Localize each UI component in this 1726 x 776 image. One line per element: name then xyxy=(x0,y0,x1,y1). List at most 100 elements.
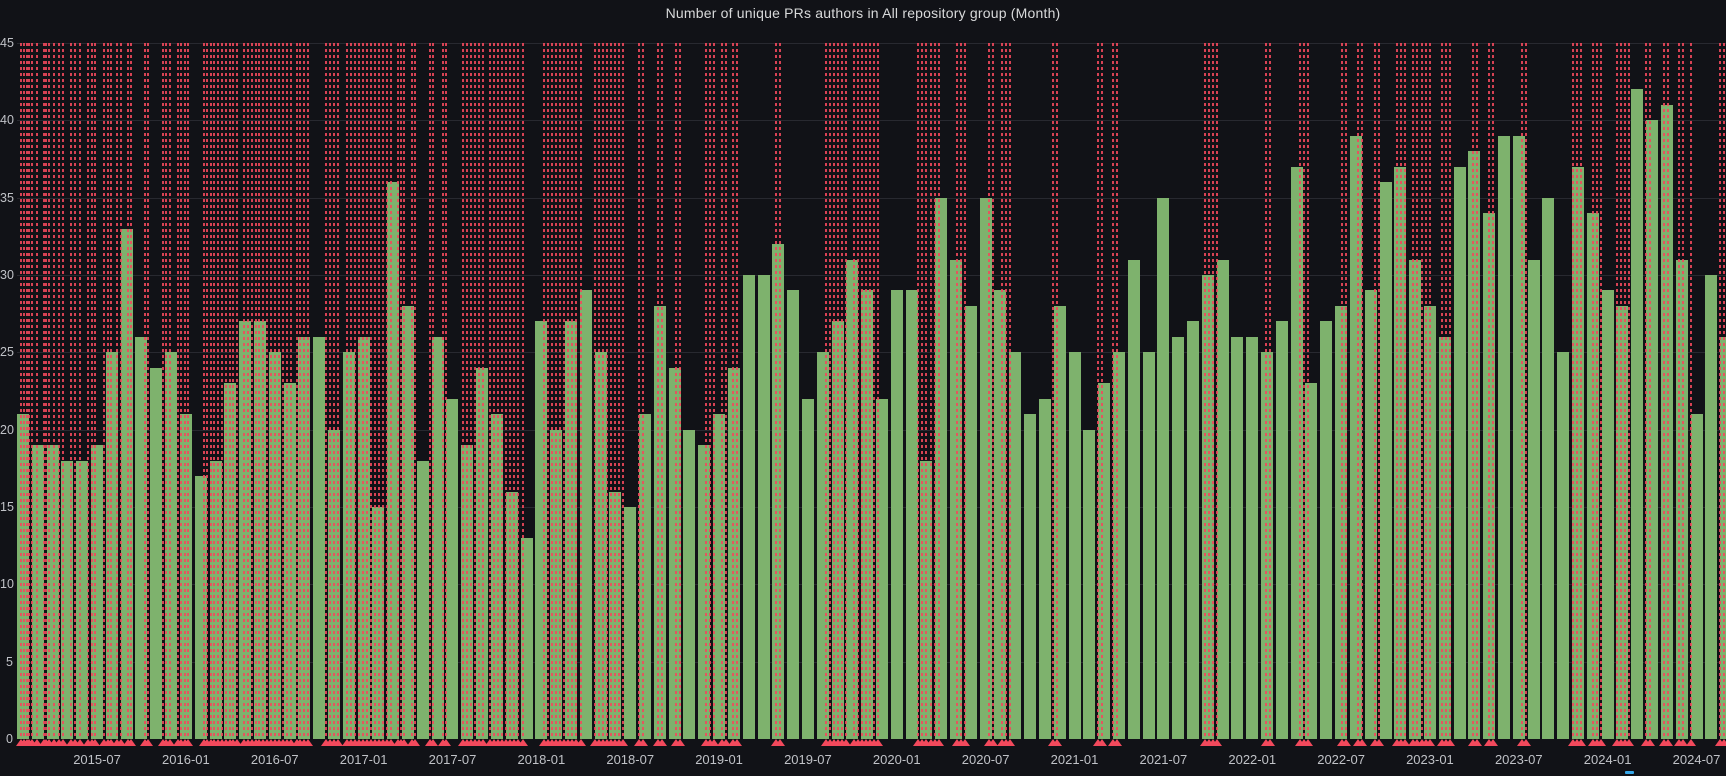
annotation-line-180[interactable] xyxy=(1374,43,1376,739)
annotation-line-39[interactable] xyxy=(221,43,223,739)
bar-2020-01[interactable] xyxy=(890,290,903,739)
bar-2024-01[interactable] xyxy=(1601,290,1614,739)
annotation-line-154[interactable] xyxy=(960,43,962,739)
annotation-triangle-157[interactable] xyxy=(988,739,998,746)
bar-2021-06[interactable] xyxy=(1142,352,1155,739)
annotation-line-12[interactable] xyxy=(70,43,72,739)
annotation-line-140[interactable] xyxy=(853,43,855,739)
annotation-line-93[interactable] xyxy=(493,43,495,739)
annotation-line-216[interactable] xyxy=(1719,43,1721,739)
bar-2023-03[interactable] xyxy=(1453,167,1466,739)
bar-2019-06[interactable] xyxy=(787,290,800,739)
annotation-line-111[interactable] xyxy=(594,43,596,739)
annotation-line-178[interactable] xyxy=(1357,43,1359,739)
annotation-line-16[interactable] xyxy=(91,43,93,739)
annotation-line-57[interactable] xyxy=(296,43,298,739)
annotation-triangle-43[interactable] xyxy=(232,739,242,746)
annotation-line-4[interactable] xyxy=(31,43,33,739)
annotation-line-197[interactable] xyxy=(1521,43,1523,739)
bar-2022-01[interactable] xyxy=(1246,337,1259,739)
annotation-line-172[interactable] xyxy=(1269,43,1271,739)
annotation-line-167[interactable] xyxy=(1204,43,1206,739)
bar-2021-09[interactable] xyxy=(1186,321,1199,739)
annotation-line-132[interactable] xyxy=(775,43,777,739)
annotation-line-21[interactable] xyxy=(116,43,118,739)
bar-2021-11[interactable] xyxy=(1216,260,1229,739)
annotation-line-136[interactable] xyxy=(833,43,835,739)
annotation-line-204[interactable] xyxy=(1600,43,1602,739)
annotation-line-18[interactable] xyxy=(103,43,105,739)
annotation-line-194[interactable] xyxy=(1476,43,1478,739)
annotation-line-192[interactable] xyxy=(1449,43,1451,739)
annotation-line-37[interactable] xyxy=(213,43,215,739)
bar-2017-07[interactable] xyxy=(446,399,459,739)
annotation-triangle-122[interactable] xyxy=(657,739,667,746)
annotation-line-35[interactable] xyxy=(206,43,208,739)
annotation-line-55[interactable] xyxy=(286,43,288,739)
annotation-triangle-172[interactable] xyxy=(1265,739,1275,746)
bar-2018-04[interactable] xyxy=(579,290,592,739)
annotation-line-147[interactable] xyxy=(917,43,919,739)
annotation-line-67[interactable] xyxy=(354,43,356,739)
annotation-line-0[interactable] xyxy=(20,43,22,739)
annotation-triangle-184[interactable] xyxy=(1400,739,1410,746)
annotation-line-102[interactable] xyxy=(547,43,549,739)
annotation-line-100[interactable] xyxy=(522,43,524,739)
annotation-line-66[interactable] xyxy=(350,43,352,739)
annotation-line-25[interactable] xyxy=(144,43,146,739)
annotation-line-26[interactable] xyxy=(147,43,149,739)
annotation-line-205[interactable] xyxy=(1616,43,1618,739)
annotation-line-195[interactable] xyxy=(1488,43,1490,739)
annotation-line-214[interactable] xyxy=(1682,43,1684,739)
annotation-line-118[interactable] xyxy=(622,43,624,739)
annotation-line-166[interactable] xyxy=(1116,43,1118,739)
annotation-line-119[interactable] xyxy=(638,43,640,739)
annotation-line-5[interactable] xyxy=(36,43,38,739)
annotation-triangle-192[interactable] xyxy=(1445,739,1455,746)
annotation-line-56[interactable] xyxy=(290,43,292,739)
annotation-line-11[interactable] xyxy=(62,43,64,739)
bar-2018-09[interactable] xyxy=(653,306,666,739)
annotation-line-148[interactable] xyxy=(921,43,923,739)
annotation-line-23[interactable] xyxy=(127,43,129,739)
annotation-line-68[interactable] xyxy=(358,43,360,739)
annotation-line-168[interactable] xyxy=(1208,43,1210,739)
annotation-line-54[interactable] xyxy=(282,43,284,739)
bar-2018-12[interactable] xyxy=(698,445,711,739)
panel-title[interactable]: Number of unique PRs authors in All repo… xyxy=(665,5,1061,21)
annotation-line-200[interactable] xyxy=(1576,43,1578,739)
annotation-line-114[interactable] xyxy=(606,43,608,739)
annotation-line-133[interactable] xyxy=(779,43,781,739)
annotation-line-64[interactable] xyxy=(337,43,339,739)
annotation-line-87[interactable] xyxy=(466,43,468,739)
annotation-line-24[interactable] xyxy=(130,43,132,739)
annotation-triangle-20[interactable] xyxy=(106,739,116,746)
annotation-triangle-127[interactable] xyxy=(709,739,719,746)
bar-2023-09[interactable] xyxy=(1542,198,1555,739)
annotation-triangle-24[interactable] xyxy=(126,739,136,746)
annotation-line-38[interactable] xyxy=(217,43,219,739)
annotation-triangle-189[interactable] xyxy=(1425,739,1435,746)
annotation-line-149[interactable] xyxy=(925,43,927,739)
bar-2017-11[interactable] xyxy=(505,492,518,739)
bar-2023-06[interactable] xyxy=(1498,136,1510,739)
annotation-line-60[interactable] xyxy=(307,43,309,739)
annotation-line-2[interactable] xyxy=(26,43,28,739)
bar-2020-09[interactable] xyxy=(1009,352,1022,739)
annotation-line-82[interactable] xyxy=(429,43,431,739)
annotation-line-14[interactable] xyxy=(79,43,81,739)
annotation-line-94[interactable] xyxy=(497,43,499,739)
annotation-line-106[interactable] xyxy=(563,43,565,739)
annotation-line-89[interactable] xyxy=(474,43,476,739)
annotation-triangle-162[interactable] xyxy=(1052,739,1062,746)
annotation-line-120[interactable] xyxy=(642,43,644,739)
bar-2018-10[interactable] xyxy=(668,368,681,739)
annotation-triangle-175[interactable] xyxy=(1303,739,1313,746)
annotation-line-109[interactable] xyxy=(575,43,577,739)
annotation-triangle-208[interactable] xyxy=(1624,739,1634,746)
annotation-line-40[interactable] xyxy=(225,43,227,739)
annotation-line-104[interactable] xyxy=(555,43,557,739)
annotation-line-77[interactable] xyxy=(397,43,399,739)
annotation-line-164[interactable] xyxy=(1101,43,1103,739)
annotation-triangle-91[interactable] xyxy=(478,739,488,746)
